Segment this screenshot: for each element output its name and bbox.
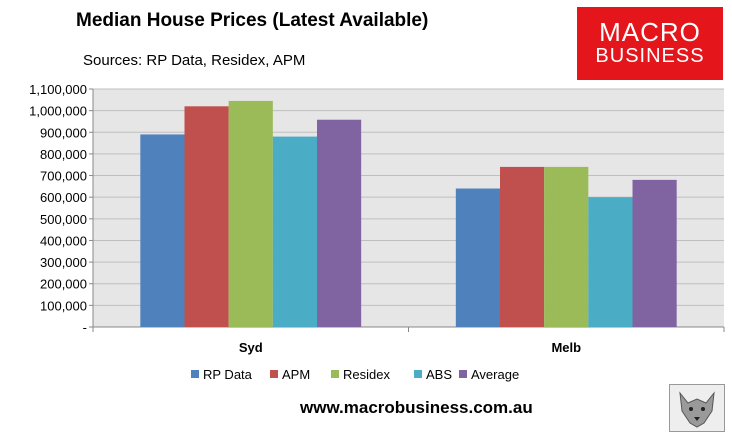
bar bbox=[228, 100, 273, 328]
logo-line-2: BUSINESS bbox=[595, 45, 705, 67]
legend-label: APM bbox=[282, 367, 310, 382]
bar bbox=[272, 136, 318, 327]
y-tick-label: 100,000 bbox=[40, 298, 87, 313]
legend-label: ABS bbox=[426, 367, 452, 382]
y-tick-label: 400,000 bbox=[40, 233, 87, 248]
legend-label: Residex bbox=[343, 367, 390, 382]
y-tick-label: - bbox=[83, 320, 87, 335]
legend-swatch bbox=[331, 370, 339, 378]
logo-line-1: MACRO bbox=[599, 17, 701, 47]
legend-swatch bbox=[414, 370, 422, 378]
x-category-label: Melb bbox=[551, 340, 581, 355]
wolf-logo-icon bbox=[669, 384, 725, 432]
y-tick-label: 900,000 bbox=[40, 125, 87, 140]
legend-label: RP Data bbox=[203, 367, 253, 382]
legend-swatch bbox=[191, 370, 199, 378]
y-tick-label: 700,000 bbox=[40, 169, 87, 184]
y-tick-label: 1,100,000 bbox=[29, 82, 87, 97]
bar bbox=[499, 166, 545, 327]
bar bbox=[588, 197, 633, 327]
legend-label: Average bbox=[471, 367, 519, 382]
website-url: www.macrobusiness.com.au bbox=[300, 398, 533, 417]
chart-sources: Sources: RP Data, Residex, APM bbox=[83, 52, 306, 69]
bar bbox=[184, 106, 229, 328]
macrobusiness-logo: MACRO BUSINESS bbox=[577, 7, 723, 80]
chart-title: Median House Prices (Latest Available) bbox=[76, 10, 429, 31]
y-tick-label: 500,000 bbox=[40, 212, 87, 227]
bar bbox=[455, 188, 500, 327]
legend-swatch bbox=[459, 370, 467, 378]
legend-swatch bbox=[270, 370, 278, 378]
bar bbox=[140, 134, 185, 327]
bar bbox=[317, 119, 362, 327]
x-category-label: Syd bbox=[239, 340, 263, 355]
bar bbox=[632, 179, 677, 327]
bar bbox=[544, 166, 589, 327]
y-tick-label: 1,000,000 bbox=[29, 104, 87, 119]
y-tick-label: 200,000 bbox=[40, 277, 87, 292]
y-tick-label: 600,000 bbox=[40, 190, 87, 205]
y-tick-label: 300,000 bbox=[40, 255, 87, 270]
y-tick-label: 800,000 bbox=[40, 147, 87, 162]
